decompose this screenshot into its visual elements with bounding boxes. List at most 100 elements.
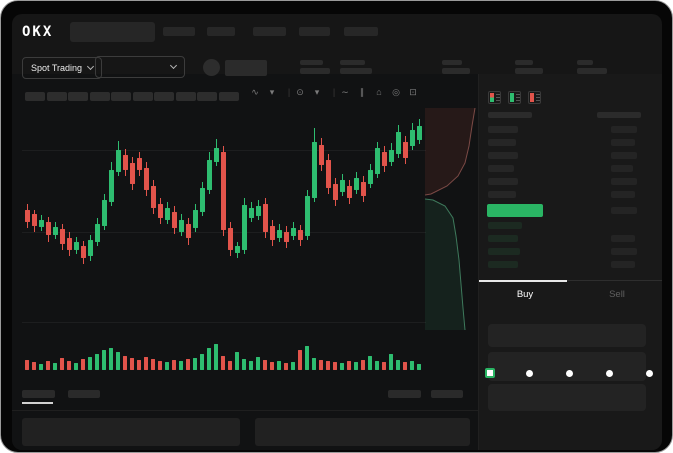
- timeframe-button-placeholder[interactable]: [197, 92, 217, 101]
- order-book-combined-icon[interactable]: [488, 91, 501, 104]
- bid-amount-placeholder: [611, 248, 637, 255]
- timeframe-button-placeholder[interactable]: [175, 92, 196, 101]
- trade-input-field-3[interactable]: [488, 384, 646, 411]
- volume-bar: [333, 362, 337, 370]
- slider-stop[interactable]: [526, 370, 533, 377]
- ask-amount-placeholder: [611, 191, 635, 198]
- timeframe-button-placeholder[interactable]: [89, 92, 110, 101]
- bid-amount-placeholder: [611, 235, 635, 242]
- tab-sell[interactable]: Sell: [609, 289, 625, 300]
- chart-gridline: [22, 150, 426, 151]
- volume-bar: [67, 361, 71, 370]
- candle-body: [172, 212, 177, 228]
- volume-bar: [179, 361, 183, 370]
- bottom-panel-2: [255, 418, 470, 446]
- volume-bar: [389, 354, 393, 370]
- trendline-tool-icon[interactable]: ∼: [341, 87, 349, 97]
- order-book-bids-only-icon[interactable]: [508, 91, 521, 104]
- nav-item-placeholder[interactable]: [163, 27, 195, 36]
- ask-price-placeholder[interactable]: [488, 191, 516, 198]
- volume-bar: [95, 354, 99, 370]
- bid-price-placeholder[interactable]: [488, 248, 520, 255]
- ticker-stat-label-placeholder: [515, 60, 533, 65]
- volume-bar: [60, 358, 64, 370]
- volume-bar: [25, 360, 29, 370]
- ticker-stat-value-placeholder: [515, 68, 543, 74]
- ticker-stat-label-placeholder: [577, 60, 593, 65]
- candle-body: [60, 229, 65, 244]
- volume-bar: [81, 359, 85, 370]
- slider-handle[interactable]: [485, 368, 495, 378]
- timeframe-button-placeholder[interactable]: [46, 92, 67, 101]
- spot-trading-label: Spot Trading: [31, 63, 83, 73]
- volume-bar: [116, 352, 120, 370]
- nav-item-placeholder[interactable]: [299, 27, 330, 36]
- last-price-banner[interactable]: [487, 204, 543, 217]
- ask-price-placeholder[interactable]: [488, 165, 514, 172]
- bottom-tab-placeholder-2[interactable]: [68, 390, 100, 398]
- bid-price-placeholder[interactable]: [488, 261, 518, 268]
- candle-body: [389, 150, 394, 162]
- candle-body: [242, 205, 247, 250]
- volume-bar: [270, 362, 274, 370]
- indicators-chevron[interactable]: ▾: [314, 87, 320, 97]
- search-input-placeholder[interactable]: [70, 22, 155, 42]
- volume-bar: [123, 356, 127, 370]
- timeframe-button-placeholder[interactable]: [154, 92, 174, 101]
- timeframe-button-placeholder[interactable]: [111, 92, 131, 101]
- order-book-asks-only-icon[interactable]: [528, 91, 541, 104]
- timeframe-button-placeholder[interactable]: [218, 92, 239, 101]
- candlestick-chart[interactable]: [22, 108, 426, 338]
- timeframe-button-placeholder[interactable]: [25, 92, 45, 101]
- volume-bar: [277, 361, 281, 370]
- volume-bar: [305, 346, 309, 370]
- coin-icon: [203, 59, 220, 76]
- trade-input-field-1[interactable]: [488, 324, 646, 347]
- chart-type-chevron[interactable]: ▾: [269, 87, 275, 97]
- orderbook-header-price-placeholder: [488, 112, 532, 118]
- nav-item-placeholder[interactable]: [344, 27, 378, 36]
- chevron-down-icon: [87, 62, 95, 71]
- bottom-panel-1: [22, 418, 240, 446]
- bottom-tab-placeholder-1[interactable]: [22, 390, 55, 398]
- slider-stop[interactable]: [606, 370, 613, 377]
- volume-bar: [361, 360, 365, 370]
- timeframe-button-placeholder[interactable]: [68, 92, 88, 101]
- nav-item-placeholder[interactable]: [253, 27, 286, 36]
- ask-price-placeholder[interactable]: [488, 152, 518, 159]
- slider-stop[interactable]: [646, 370, 653, 377]
- candle-body: [333, 184, 338, 200]
- volume-bar: [165, 362, 169, 370]
- ask-price-placeholder[interactable]: [488, 139, 516, 146]
- fullscreen-icon[interactable]: ⊡: [409, 87, 417, 97]
- bid-price-placeholder[interactable]: [488, 222, 522, 229]
- timeframe-button-placeholder[interactable]: [132, 92, 153, 101]
- buy-tab-underline: [479, 280, 567, 282]
- trade-tabbar: Buy Sell: [479, 280, 662, 308]
- candle-body: [109, 170, 114, 202]
- ask-price-placeholder[interactable]: [488, 126, 518, 133]
- draw-tool-icon[interactable]: ∥: [359, 87, 365, 97]
- candle-body: [249, 208, 254, 218]
- okx-logo: OKX: [22, 24, 54, 40]
- ticker-stat-value-placeholder: [300, 68, 330, 74]
- volume-bar: [228, 361, 232, 370]
- bottom-control-placeholder-1[interactable]: [388, 390, 421, 398]
- bid-price-placeholder[interactable]: [488, 235, 518, 242]
- chart-type-icon[interactable]: ∿: [251, 87, 259, 97]
- bottom-control-placeholder-2[interactable]: [431, 390, 463, 398]
- pair-selector[interactable]: [95, 56, 185, 78]
- spot-trading-selector[interactable]: Spot Trading: [22, 57, 103, 79]
- tab-buy[interactable]: Buy: [516, 289, 534, 300]
- ask-price-placeholder[interactable]: [488, 178, 518, 185]
- nav-item-placeholder[interactable]: [207, 27, 235, 36]
- slider-stop[interactable]: [566, 370, 573, 377]
- volume-bar: [39, 364, 43, 370]
- screenshot-icon[interactable]: ⌂: [376, 87, 382, 97]
- volume-bar: [74, 363, 78, 370]
- volume-bar: [319, 360, 323, 370]
- volume-bar: [193, 358, 197, 370]
- indicators-icon[interactable]: ⊙: [296, 87, 304, 97]
- chart-settings-icon[interactable]: ◎: [392, 87, 400, 97]
- candle-body: [158, 204, 163, 218]
